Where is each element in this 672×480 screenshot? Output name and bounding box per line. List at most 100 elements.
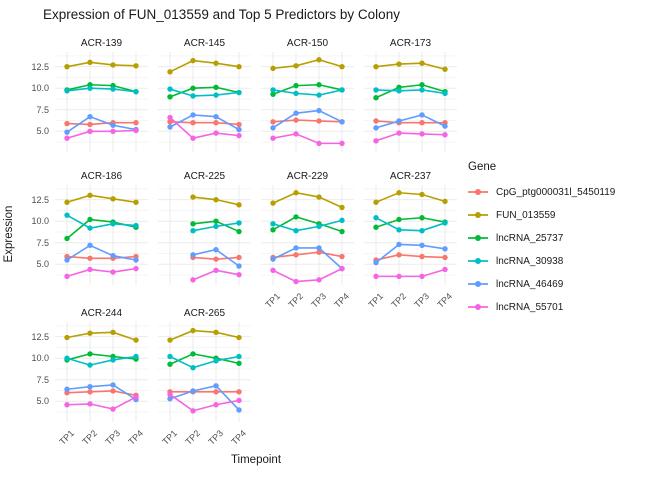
- line-series: [66, 355, 137, 366]
- data-point: [190, 194, 196, 200]
- data-point: [316, 118, 322, 124]
- line-series: [375, 217, 446, 232]
- data-point: [419, 273, 425, 280]
- data-point: [442, 246, 448, 252]
- data-point: [373, 224, 379, 230]
- data-point: [64, 120, 70, 127]
- plot-title: Expression of FUN_013559 and Top 5 Predi…: [43, 7, 400, 22]
- data-point: [87, 330, 93, 336]
- data-point: [64, 199, 70, 205]
- data-point: [419, 242, 425, 249]
- facet-strip-title: ACR-186: [80, 171, 123, 182]
- data-point: [87, 216, 93, 223]
- data-point: [236, 89, 242, 96]
- x-axis-tick-label: TP4: [229, 428, 249, 447]
- legend-label: lncRNA_46469: [496, 278, 564, 290]
- line-series: [375, 114, 446, 129]
- data-point: [293, 90, 299, 97]
- data-point: [316, 277, 322, 283]
- line-series: [66, 353, 137, 361]
- data-point: [213, 223, 219, 230]
- line-series: [375, 254, 446, 261]
- legend-key-icon: [468, 258, 488, 264]
- data-point: [190, 277, 196, 283]
- x-axis-tick-label: TP3: [103, 428, 123, 447]
- data-point: [442, 254, 448, 261]
- data-point: [419, 82, 425, 88]
- line-series: [272, 267, 343, 283]
- data-point: [110, 357, 116, 363]
- line-series: [375, 132, 446, 142]
- x-axis-tick-label: TP1: [366, 291, 386, 310]
- data-point: [213, 383, 219, 389]
- data-point: [270, 200, 276, 206]
- data-point: [213, 256, 219, 262]
- line-series: [375, 62, 446, 71]
- x-axis-tick-label: TP4: [126, 428, 146, 447]
- data-point: [87, 401, 93, 407]
- data-point: [133, 265, 139, 272]
- data-point: [316, 223, 322, 230]
- data-point: [270, 125, 276, 131]
- legend-item: lncRNA_25737: [468, 231, 615, 245]
- data-point: [236, 121, 242, 128]
- x-axis-tick-label: TP4: [435, 291, 455, 310]
- legend-item: FUN_013559: [468, 208, 615, 222]
- data-point: [167, 86, 173, 92]
- data-point: [236, 228, 242, 235]
- data-point: [442, 66, 448, 72]
- x-axis-tick-label: TP3: [309, 291, 329, 310]
- line-series: [66, 115, 137, 133]
- data-point: [316, 245, 322, 251]
- data-point: [396, 61, 402, 67]
- data-point: [270, 135, 276, 141]
- line-series: [272, 89, 343, 96]
- data-point: [373, 94, 379, 101]
- data-point: [236, 63, 242, 70]
- data-point: [190, 351, 196, 357]
- data-point: [133, 353, 139, 360]
- data-point: [236, 334, 242, 341]
- y-axis-tick-label: 5.0: [36, 396, 49, 407]
- facet-strip-title: ACR-265: [183, 308, 226, 319]
- data-point: [87, 128, 93, 135]
- data-point: [87, 59, 93, 66]
- facet-strip-title: ACR-244: [80, 308, 123, 319]
- data-point: [64, 334, 70, 341]
- facet-strip-title: ACR-225: [183, 171, 226, 182]
- line-series: [169, 59, 240, 73]
- facet-panel: [364, 52, 457, 152]
- data-point: [133, 127, 139, 134]
- data-point: [190, 227, 196, 234]
- data-point: [110, 128, 116, 135]
- data-point: [419, 112, 425, 118]
- facet-strip-title: ACR-173: [389, 38, 432, 49]
- data-point: [236, 220, 242, 226]
- x-axis-tick-label: TP4: [332, 291, 352, 310]
- legend-key-icon: [468, 189, 488, 195]
- legend-items: CpG_ptg000031l_5450119 FUN_013559 lncRNA_2…: [468, 185, 615, 314]
- data-point: [373, 138, 379, 144]
- legend-item: lncRNA_30938: [468, 254, 615, 268]
- legend-key-icon: [468, 235, 488, 241]
- legend: Gene CpG_ptg000031l_5450119 FUN_013559 lnc…: [468, 161, 615, 323]
- x-axis-tick-label: TP1: [160, 428, 180, 447]
- data-point: [419, 60, 425, 66]
- y-axis-tick-label: 7.5: [36, 374, 49, 385]
- line-series: [272, 133, 342, 145]
- y-axis-tick-label: 7.5: [36, 104, 49, 115]
- line-series: [272, 219, 343, 232]
- data-point: [396, 273, 402, 280]
- data-point: [64, 273, 70, 280]
- line-series: [375, 191, 446, 203]
- line-series: [272, 109, 343, 129]
- data-point: [396, 88, 402, 94]
- data-point: [442, 220, 448, 226]
- x-axis-title: Timepoint: [230, 454, 282, 466]
- line-series: [66, 194, 137, 204]
- data-point: [190, 252, 196, 258]
- data-point: [64, 355, 70, 361]
- data-point: [190, 119, 196, 126]
- line-series: [66, 214, 137, 229]
- data-point: [87, 383, 93, 390]
